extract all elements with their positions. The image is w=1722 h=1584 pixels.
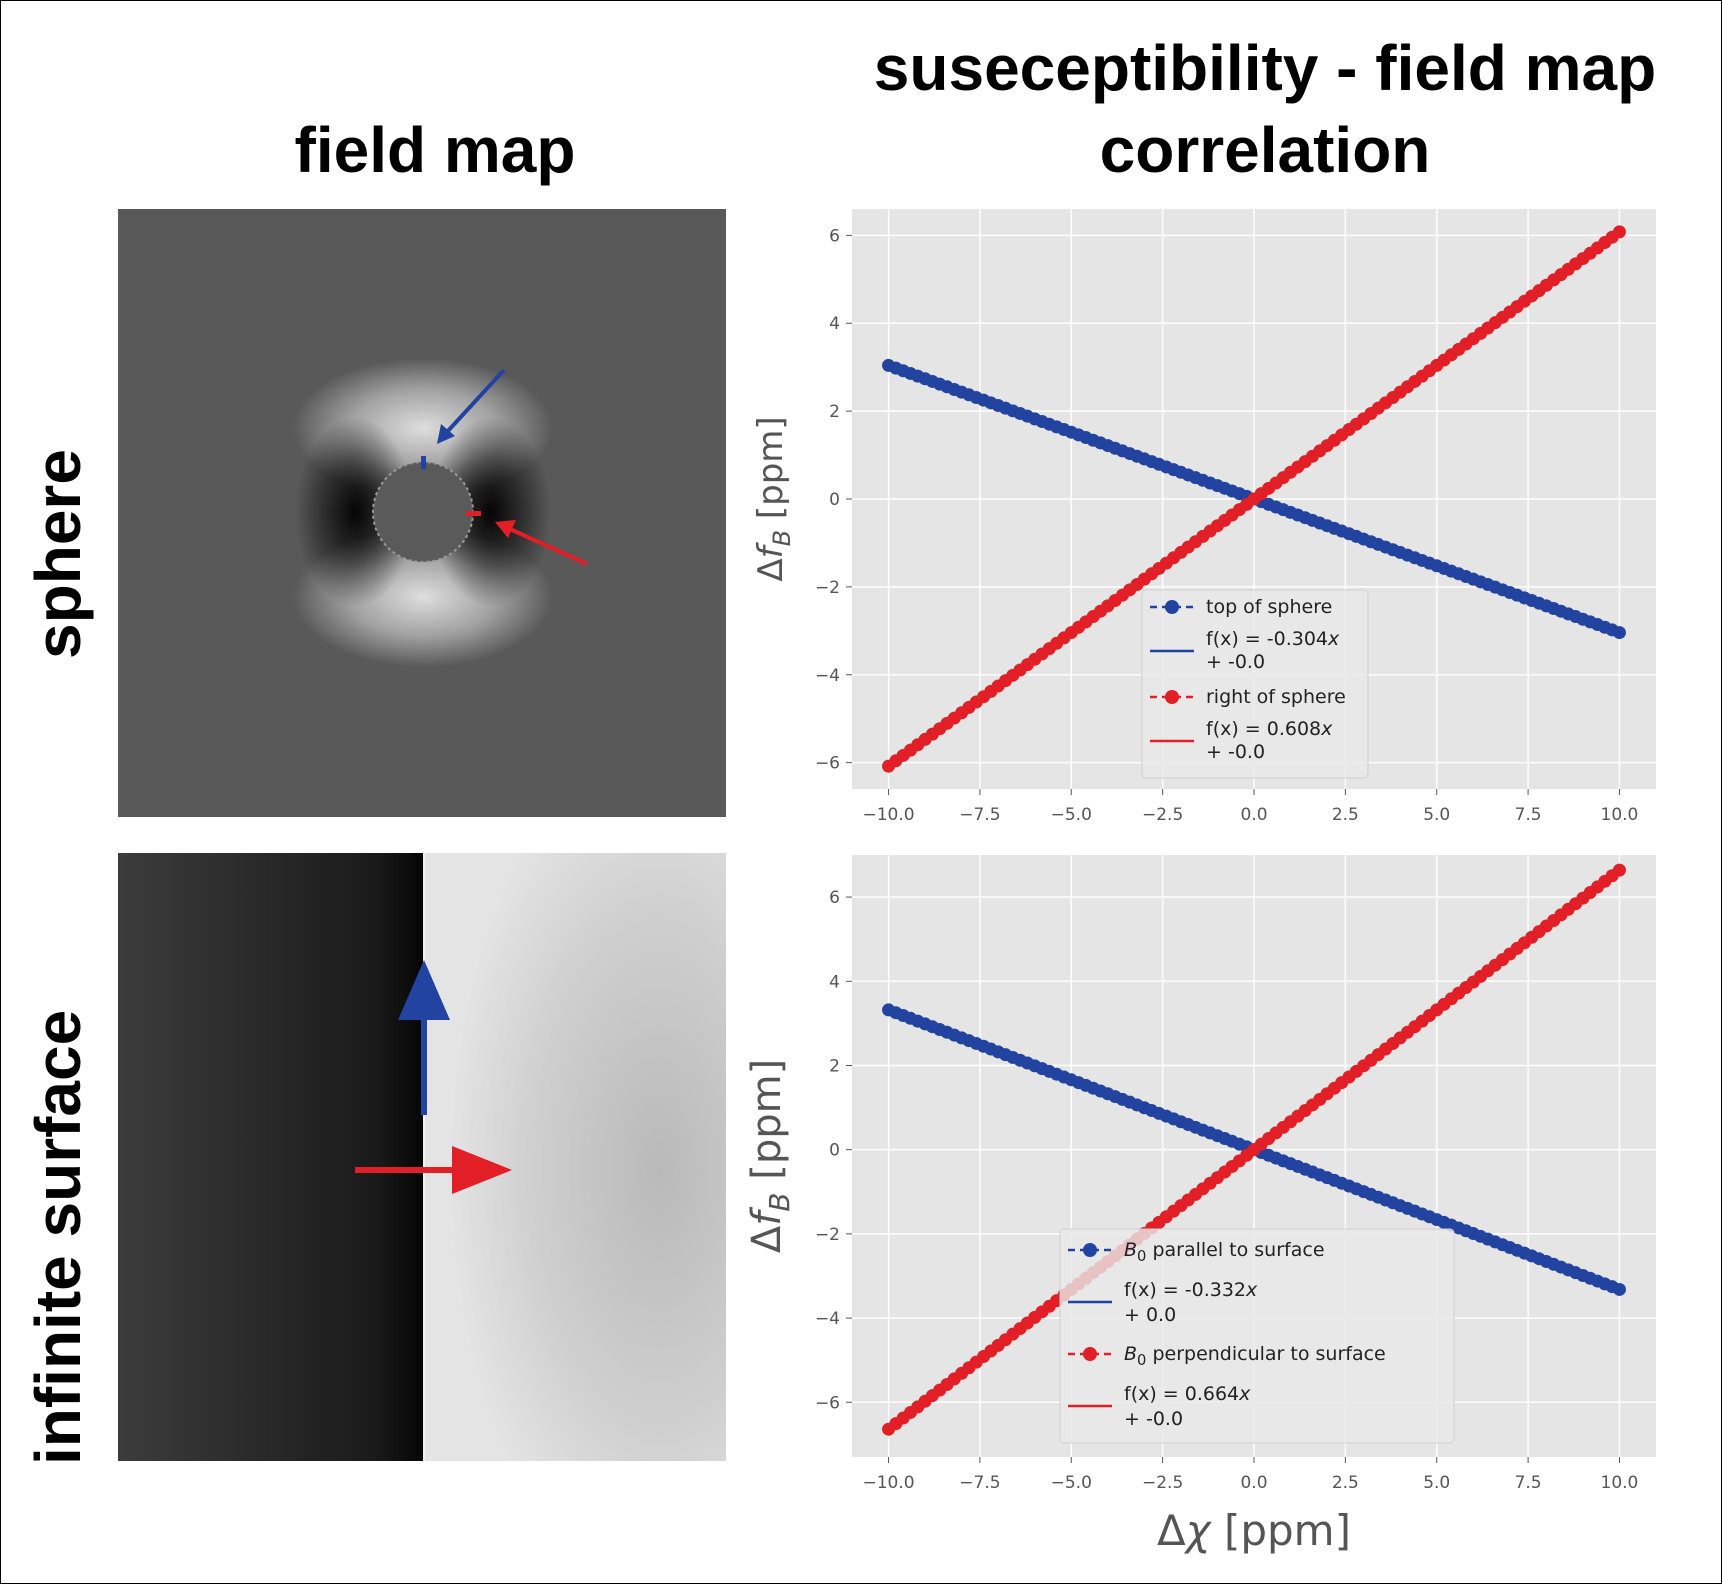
chart-2-x-axis-label: Δχ [ppm] <box>1157 1506 1351 1555</box>
data-point <box>1612 225 1626 239</box>
legend-fit-intercept: + 0.0 <box>1124 1304 1176 1326</box>
y-tick-label: 2 <box>829 1056 840 1076</box>
legend-series-label: B0 parallel to surface <box>1124 1239 1325 1265</box>
x-tick-label: 7.5 <box>1515 1473 1542 1493</box>
y-tick-label: −6 <box>815 1393 840 1413</box>
x-tick-label: −10.0 <box>862 805 914 825</box>
data-point <box>1612 1282 1626 1296</box>
sphere-dark-lobe-right <box>431 417 551 607</box>
data-point <box>1612 626 1626 640</box>
legend-box <box>1059 1228 1455 1444</box>
y-tick-label: −6 <box>815 754 840 774</box>
series-red <box>882 225 1626 773</box>
legend-fit-label: f(x) = 0.608x <box>1206 718 1333 740</box>
correlation-chart-sphere: −10.0 −7.5 −5.0 −2.5 0.0 2.5 5.0 7.5 10.0 −6 −4 −2 0… <box>751 209 1656 825</box>
x-tick-label: −7.5 <box>959 805 1000 825</box>
y-tick-label: 2 <box>829 402 840 422</box>
top-of-sphere-marker <box>421 456 426 469</box>
sphere-blue-arrow <box>437 368 506 444</box>
y-tick-label: −4 <box>815 666 840 686</box>
legend-series-label: right of sphere <box>1206 686 1346 708</box>
legend-fit-label: f(x) = -0.304x <box>1206 628 1340 650</box>
y-tick-label: 6 <box>829 226 840 246</box>
field-map-title: field map <box>294 114 576 186</box>
legend-fit-intercept: + -0.0 <box>1206 741 1265 763</box>
x-tick-label: 10.0 <box>1601 805 1639 825</box>
legend-marker-dot <box>1083 1347 1097 1361</box>
y-tick-label: 6 <box>829 888 840 908</box>
x-tick-label: 0.0 <box>1240 1473 1267 1493</box>
series-blue <box>882 358 1626 640</box>
chart-2-y-axis-label: ΔfB [ppm] <box>744 1059 796 1253</box>
x-tick-label: 5.0 <box>1423 805 1450 825</box>
surface-field-map <box>118 853 726 1461</box>
y-tick-label: −2 <box>815 1225 840 1245</box>
sphere-red-arrow <box>495 520 588 566</box>
sphere-interior <box>372 461 474 563</box>
y-tick-label: 0 <box>829 490 840 510</box>
x-tick-label: 7.5 <box>1515 805 1542 825</box>
x-tick-label: 5.0 <box>1423 1473 1450 1493</box>
legend-series-label: B0 perpendicular to surface <box>1124 1343 1386 1369</box>
surface-blue-arrow <box>398 960 450 1115</box>
surface-map-left-half <box>118 853 424 1461</box>
x-tick-label: 0.0 <box>1240 805 1267 825</box>
legend-fit-label: f(x) = 0.664x <box>1124 1383 1251 1405</box>
x-tick-label: −2.5 <box>1142 805 1183 825</box>
x-tick-label: 2.5 <box>1332 1473 1359 1493</box>
sphere-field-map <box>118 209 726 817</box>
y-tick-label: 0 <box>829 1141 840 1161</box>
x-tick-label: −7.5 <box>959 1473 1000 1493</box>
legend-marker-dot <box>1165 600 1179 614</box>
data-point <box>1612 863 1626 877</box>
surface-red-arrow <box>355 1146 512 1194</box>
y-tick-label: 4 <box>829 972 840 992</box>
x-tick-label: −5.0 <box>1051 805 1092 825</box>
y-tick-label: −2 <box>815 578 840 598</box>
y-tick-label: −4 <box>815 1309 840 1329</box>
legend-marker-dot <box>1165 690 1179 704</box>
legend-fit-label: f(x) = -0.332x <box>1124 1279 1258 1301</box>
correlation-chart-surface: −10.0 −7.5 −5.0 −2.5 0.0 2.5 5.0 7.5 10.0 −6 −4 −2 0… <box>744 855 1656 1555</box>
right-of-sphere-marker <box>466 511 481 516</box>
y-tick-label: 4 <box>829 314 840 334</box>
legend-fit-intercept: + -0.0 <box>1124 1408 1183 1430</box>
chart-1-y-axis-label: ΔfB [ppm] <box>751 416 796 581</box>
correlation-title-line-2: correlation <box>1099 114 1431 186</box>
correlation-title-line-1: suseceptibility - field map <box>873 32 1657 104</box>
legend-box <box>1141 589 1369 779</box>
x-tick-label: 10.0 <box>1601 1473 1639 1493</box>
x-tick-label: −2.5 <box>1142 1473 1183 1493</box>
x-tick-label: −5.0 <box>1051 1473 1092 1493</box>
x-tick-label: −10.0 <box>862 1473 914 1493</box>
legend-marker-dot <box>1083 1243 1097 1257</box>
sphere-dark-lobe-left <box>295 417 415 607</box>
x-tick-label: 2.5 <box>1332 805 1359 825</box>
legend-fit-intercept: + -0.0 <box>1206 651 1265 673</box>
legend-series-label: top of sphere <box>1206 596 1332 618</box>
